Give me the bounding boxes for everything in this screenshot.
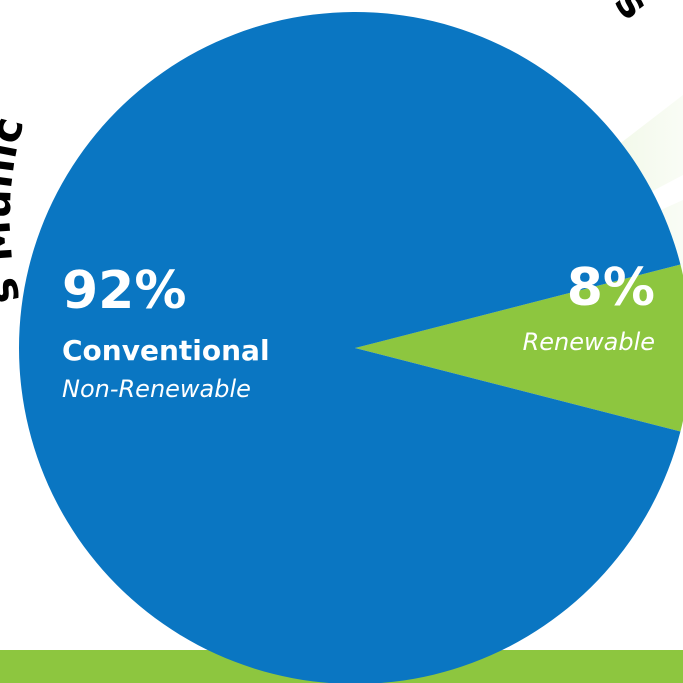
pie-slice-renewable — [355, 264, 683, 432]
slice-label-renewable-percent: 8% — [567, 258, 655, 318]
slice-label-conventional-sub: Non-Renewable — [62, 375, 251, 403]
chart-title-right: rces — [554, 0, 660, 28]
slice-label-conventional-percent: 92% — [62, 261, 186, 321]
pie-slice-conventional — [19, 12, 681, 683]
slice-label-renewable-sub: Renewable — [523, 328, 655, 356]
pie-slices — [19, 12, 683, 683]
slice-label-conventional-name: Conventional — [62, 334, 270, 367]
